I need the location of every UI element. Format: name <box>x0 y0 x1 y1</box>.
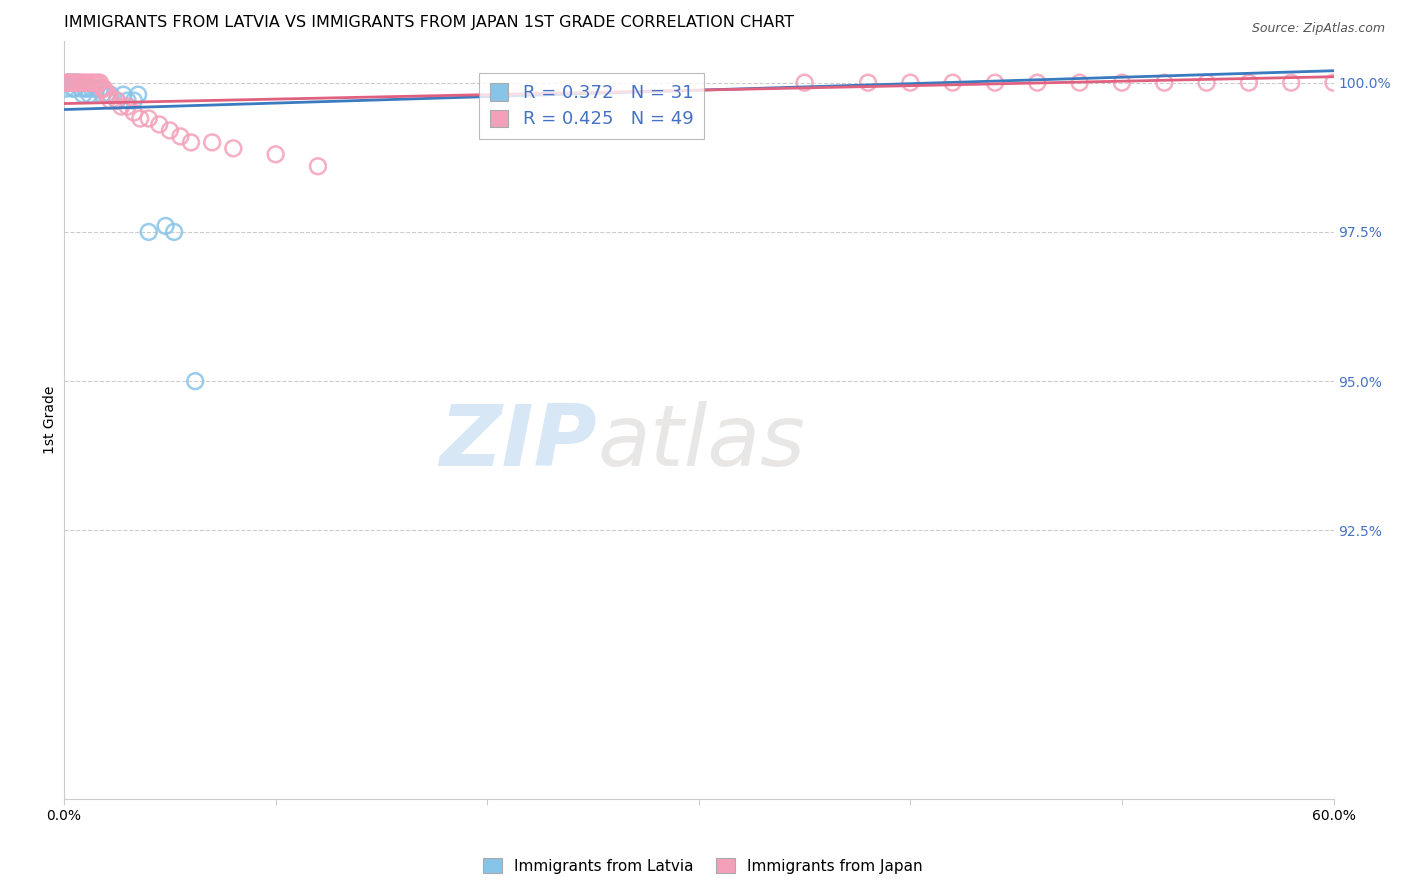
Point <box>1153 76 1175 90</box>
Point <box>87 76 110 90</box>
Point <box>1111 76 1133 90</box>
Point <box>1279 76 1302 90</box>
Point <box>184 374 207 388</box>
Point <box>67 76 90 90</box>
Point <box>75 81 97 95</box>
Point <box>62 76 84 90</box>
Point <box>59 76 82 90</box>
Point <box>264 147 287 161</box>
Point <box>80 81 103 95</box>
Point <box>117 99 139 113</box>
Text: ZIP: ZIP <box>440 401 598 484</box>
Point <box>138 112 160 126</box>
Point <box>67 76 90 90</box>
Point <box>122 105 145 120</box>
Point <box>93 81 115 95</box>
Point <box>169 129 191 144</box>
Point <box>63 81 86 95</box>
Text: Source: ZipAtlas.com: Source: ZipAtlas.com <box>1251 22 1385 36</box>
Point <box>159 123 181 137</box>
Point <box>72 87 94 102</box>
Point <box>58 76 80 90</box>
Point <box>105 94 128 108</box>
Point <box>201 136 224 150</box>
Point <box>75 76 97 90</box>
Point <box>122 94 145 108</box>
Point <box>898 76 921 90</box>
Point <box>222 141 245 155</box>
Point <box>59 76 82 90</box>
Point <box>127 87 149 102</box>
Point <box>1069 76 1091 90</box>
Point <box>70 76 93 90</box>
Point <box>66 76 89 90</box>
Point <box>97 87 120 102</box>
Point <box>84 76 107 90</box>
Point <box>63 76 86 90</box>
Point <box>58 76 80 90</box>
Point <box>58 76 80 90</box>
Point <box>105 94 128 108</box>
Point <box>1026 76 1049 90</box>
Point <box>70 81 93 95</box>
Point <box>1322 76 1344 90</box>
Point <box>55 81 77 95</box>
Point <box>984 76 1007 90</box>
Point <box>112 87 135 102</box>
Point <box>63 76 86 90</box>
Y-axis label: 1st Grade: 1st Grade <box>44 385 58 454</box>
Legend: R = 0.372   N = 31, R = 0.425   N = 49: R = 0.372 N = 31, R = 0.425 N = 49 <box>479 72 704 139</box>
Point <box>91 81 114 95</box>
Text: atlas: atlas <box>598 401 806 484</box>
Point <box>89 81 111 95</box>
Point <box>942 76 965 90</box>
Point <box>163 225 186 239</box>
Point <box>96 87 118 102</box>
Point <box>307 159 329 173</box>
Point <box>89 76 111 90</box>
Point <box>117 94 139 108</box>
Point <box>100 94 122 108</box>
Point <box>856 76 879 90</box>
Point <box>84 81 107 95</box>
Point <box>180 136 202 150</box>
Point <box>91 87 114 102</box>
Point <box>80 76 103 90</box>
Point <box>83 76 105 90</box>
Point <box>76 81 98 95</box>
Point <box>148 118 170 132</box>
Point <box>129 112 152 126</box>
Point <box>79 76 101 90</box>
Legend: Immigrants from Latvia, Immigrants from Japan: Immigrants from Latvia, Immigrants from … <box>477 852 929 880</box>
Point <box>1237 76 1260 90</box>
Point <box>55 76 77 90</box>
Point <box>138 225 160 239</box>
Text: IMMIGRANTS FROM LATVIA VS IMMIGRANTS FROM JAPAN 1ST GRADE CORRELATION CHART: IMMIGRANTS FROM LATVIA VS IMMIGRANTS FRO… <box>65 15 794 30</box>
Point <box>76 76 98 90</box>
Point <box>59 76 82 90</box>
Point <box>1195 76 1218 90</box>
Point <box>100 87 122 102</box>
Point <box>155 219 177 233</box>
Point <box>62 76 84 90</box>
Point <box>110 99 132 113</box>
Point <box>96 87 118 102</box>
Point <box>62 81 84 95</box>
Point <box>72 76 94 90</box>
Point <box>793 76 815 90</box>
Point <box>79 87 101 102</box>
Point <box>66 76 89 90</box>
